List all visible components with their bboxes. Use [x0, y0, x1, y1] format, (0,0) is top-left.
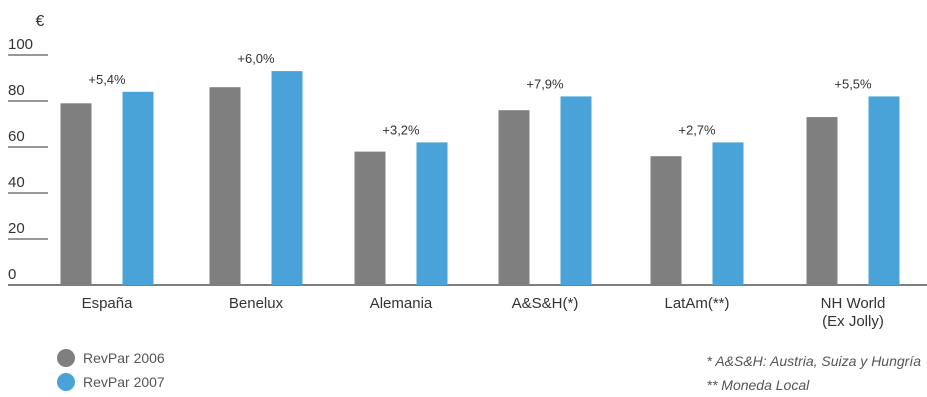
- growth-label-1: +6,0%: [237, 51, 275, 66]
- x-category-label-0: España: [82, 295, 134, 312]
- bar-2006-1: [209, 87, 241, 285]
- growth-label-4: +2,7%: [678, 122, 716, 137]
- y-tick-label-0: 0: [8, 266, 16, 283]
- growth-label-0: +5,4%: [88, 72, 126, 87]
- bar-2006-4: [650, 156, 682, 285]
- x-category-label-4: LatAm(**): [664, 295, 729, 312]
- x-category-label-2: Alemania: [370, 295, 433, 312]
- revpar-bar-chart: €0 20 40 60 80 100 +5,4% España +6,0% Benelux +3,2…: [8, 13, 927, 330]
- footnotes: * A&S&H: Austria, Suiza y Hungría ** Mon…: [707, 346, 922, 397]
- bar-2007-0: [122, 91, 154, 285]
- y-tick-label-100: 100: [8, 36, 33, 53]
- y-unit-label: €: [36, 13, 45, 30]
- bar-2007-4: [712, 142, 744, 285]
- x-category-sublabel-5: (Ex Jolly): [822, 313, 884, 330]
- y-tick-label-80: 80: [8, 82, 25, 99]
- legend-swatch-2006: [57, 349, 75, 367]
- growth-label-5: +5,5%: [834, 76, 872, 91]
- y-tick-label-60: 60: [8, 128, 25, 145]
- bar-2007-5: [868, 96, 900, 286]
- x-category-label-3: A&S&H(*): [512, 295, 579, 312]
- bar-2006-3: [498, 110, 530, 285]
- bar-2007-2: [416, 142, 448, 285]
- bar-2006-5: [806, 117, 838, 285]
- legend-item-2007: RevPar 2007: [57, 370, 165, 394]
- bar-2007-3: [560, 96, 592, 286]
- legend-label-2006: RevPar 2006: [83, 350, 165, 366]
- footnote-ash: * A&S&H: Austria, Suiza y Hungría: [706, 353, 922, 369]
- bar-2006-2: [354, 151, 386, 285]
- legend-swatch-2007: [57, 373, 75, 391]
- chart-legend: RevPar 2006 RevPar 2007: [57, 346, 165, 394]
- growth-label-2: +3,2%: [382, 122, 420, 137]
- bar-2007-1: [271, 71, 303, 285]
- y-tick-label-40: 40: [8, 174, 25, 191]
- footnote-moneda: ** Moneda Local: [706, 377, 810, 393]
- legend-label-2007: RevPar 2007: [83, 374, 165, 390]
- legend-item-2006: RevPar 2006: [57, 346, 165, 370]
- x-category-label-5: NH World: [821, 295, 886, 312]
- bar-2006-0: [60, 103, 92, 285]
- growth-label-3: +7,9%: [526, 76, 564, 91]
- y-tick-label-20: 20: [8, 220, 25, 237]
- x-category-label-1: Benelux: [229, 295, 284, 312]
